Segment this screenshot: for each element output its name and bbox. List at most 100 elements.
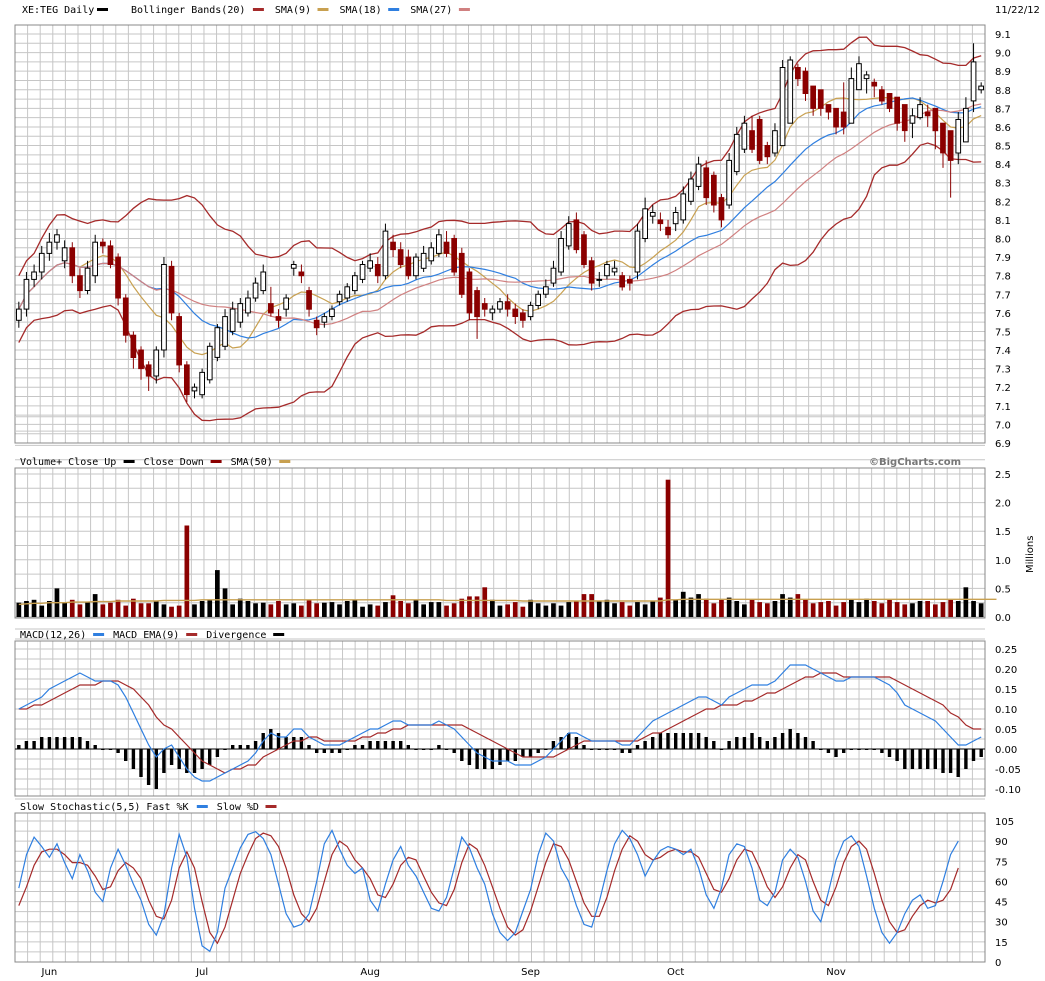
- volume-bar: [169, 606, 174, 617]
- volume-bar: [673, 599, 678, 617]
- candle-body: [191, 386, 198, 392]
- divergence-bar: [796, 733, 800, 749]
- divergence-bar: [857, 749, 861, 750]
- candle-body: [229, 308, 236, 332]
- candle-body: [290, 264, 297, 269]
- volume-bar: [245, 601, 251, 617]
- divergence-bar: [467, 749, 472, 765]
- candle-body: [107, 245, 114, 265]
- volume-bar: [955, 601, 961, 617]
- volume-bar: [222, 588, 228, 617]
- candle-body: [604, 264, 610, 277]
- stochastic-tick-label: 60: [995, 877, 1008, 888]
- divergence-bar: [727, 741, 731, 749]
- volume-bar: [879, 603, 885, 617]
- divergence-bar: [612, 749, 617, 750]
- macd-tick-label: 0.05: [995, 725, 1017, 736]
- price-tick-label: 8.1: [995, 216, 1011, 227]
- volume-bar: [864, 598, 869, 617]
- candle-body: [61, 247, 68, 262]
- divergence-bar: [383, 741, 388, 749]
- volume-bar: [260, 602, 266, 617]
- volume-bar: [742, 604, 747, 617]
- volume-bar: [467, 596, 472, 617]
- volume-panel-background: [15, 468, 985, 618]
- price-tick-label: 9.0: [995, 49, 1011, 60]
- candle-body: [359, 264, 366, 280]
- volume-bar: [192, 604, 197, 617]
- macd-panel-frame: [14, 640, 986, 797]
- volume-bar: [459, 598, 465, 617]
- candle-body: [489, 308, 496, 314]
- volume-sma50-line: [18, 598, 997, 606]
- volume-bar: [543, 605, 549, 617]
- volume-bar: [749, 599, 755, 617]
- divergence-bar: [421, 749, 426, 750]
- divergence-bar: [712, 741, 716, 749]
- volume-bar: [398, 601, 403, 617]
- volume-bar: [841, 602, 846, 617]
- volume-bar: [963, 587, 969, 617]
- sma27-line: [18, 103, 982, 326]
- volume-legend-label: Close Down: [144, 457, 204, 468]
- candle-body: [420, 252, 427, 269]
- month-label: Jul: [195, 967, 208, 978]
- price-tick-label: 7.8: [995, 272, 1011, 283]
- volume-bar: [933, 604, 938, 617]
- price-tick-label: 7.9: [995, 253, 1011, 264]
- divergence-bar: [124, 749, 128, 761]
- volume-bar: [810, 603, 816, 617]
- candle-body: [543, 286, 549, 295]
- volume-legend-label: SMA(50): [231, 457, 273, 468]
- candle-body: [779, 67, 786, 147]
- divergence-bar: [353, 745, 357, 749]
- divergence-bar: [941, 749, 945, 773]
- price-tick-label: 8.5: [995, 142, 1011, 153]
- candle-body: [268, 303, 274, 314]
- divergence-bar: [185, 749, 189, 773]
- volume-bar: [803, 599, 808, 617]
- candle-body: [535, 293, 541, 306]
- divergence-bar: [513, 749, 517, 761]
- volume-bar: [413, 599, 419, 617]
- candle-body: [955, 119, 962, 154]
- divergence-bar: [849, 749, 853, 750]
- divergence-bar: [620, 749, 624, 753]
- divergence-bar: [933, 749, 937, 769]
- candle-body: [115, 256, 121, 299]
- divergence-bar: [681, 733, 685, 749]
- candle-body: [466, 271, 473, 314]
- candle-body: [749, 130, 755, 150]
- divergence-bar: [284, 737, 288, 749]
- divergence-bar: [17, 745, 21, 749]
- candle-body: [558, 238, 564, 273]
- divergence-bar: [505, 749, 510, 761]
- macd-line: [18, 664, 982, 782]
- candle-body: [711, 174, 717, 206]
- divergence-bar: [299, 737, 304, 749]
- divergence-bar: [689, 733, 693, 749]
- divergence-bar: [956, 749, 960, 777]
- volume-bar: [306, 599, 312, 617]
- volume-bar: [299, 605, 304, 617]
- stochastic-tick-label: 30: [995, 918, 1008, 929]
- volume-bar: [528, 599, 533, 617]
- divergence-bar: [269, 729, 273, 749]
- candle-body: [665, 226, 671, 236]
- volume-bar: [551, 603, 556, 617]
- divergence-bar: [253, 741, 258, 749]
- price-tick-label: 7.7: [995, 290, 1011, 301]
- divergence-bar: [460, 749, 464, 761]
- divergence-bar: [544, 749, 548, 750]
- divergence-bar: [276, 733, 281, 749]
- volume-bar: [849, 599, 854, 617]
- divergence-bar: [666, 733, 670, 749]
- volume-bar: [780, 594, 785, 617]
- macd-tick-label: -0.05: [995, 765, 1021, 776]
- candle-body: [741, 122, 748, 150]
- divergence-bar: [200, 749, 204, 769]
- macd-tick-label: 0.10: [995, 705, 1017, 716]
- divergence-bar: [238, 745, 242, 749]
- volume-bar: [85, 602, 90, 617]
- divergence-bar: [475, 749, 479, 769]
